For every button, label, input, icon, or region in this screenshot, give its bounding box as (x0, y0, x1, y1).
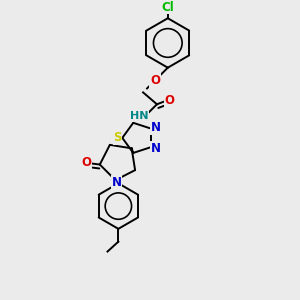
Text: O: O (165, 94, 175, 107)
Text: HN: HN (130, 111, 148, 121)
Text: N: N (111, 176, 122, 189)
Text: N: N (151, 142, 161, 155)
Text: S: S (113, 131, 122, 144)
Text: Cl: Cl (161, 1, 174, 14)
Text: N: N (151, 121, 161, 134)
Text: O: O (150, 74, 160, 87)
Text: O: O (81, 156, 91, 169)
